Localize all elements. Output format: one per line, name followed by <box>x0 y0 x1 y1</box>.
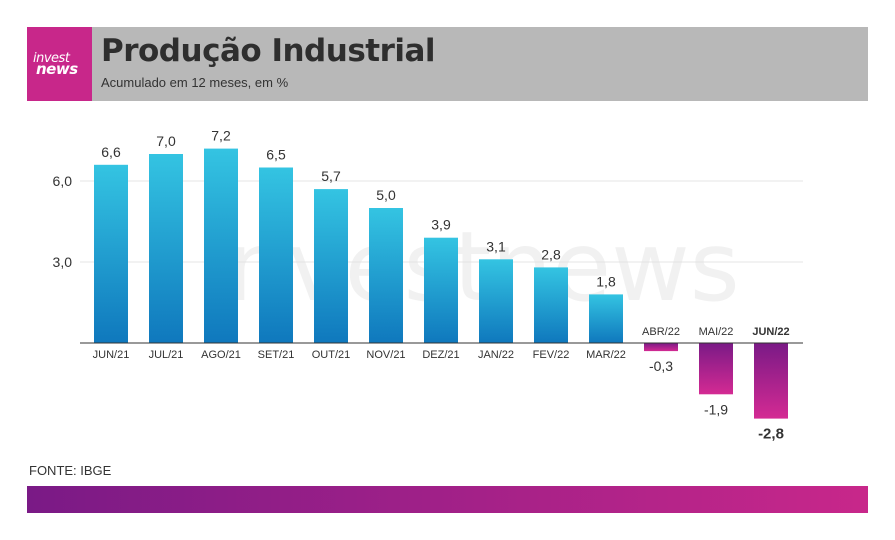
value-label: 2,8 <box>541 246 561 262</box>
category-label: FEV/22 <box>533 349 570 361</box>
bar <box>94 164 128 343</box>
bar <box>754 343 788 419</box>
bar <box>479 259 513 343</box>
value-label: 1,8 <box>596 273 616 289</box>
value-label: -1,9 <box>704 401 728 417</box>
value-label: 5,0 <box>376 187 396 203</box>
value-label: 5,7 <box>321 168 341 184</box>
chart-subtitle: Acumulado em 12 meses, em % <box>101 75 289 90</box>
bar <box>644 343 678 352</box>
bar <box>314 189 348 343</box>
value-label: 6,6 <box>101 144 121 160</box>
category-label: JUL/21 <box>149 349 184 361</box>
bar <box>589 294 623 343</box>
source-note: FONTE: IBGE <box>29 463 112 478</box>
value-label: 3,1 <box>486 238 506 254</box>
value-label: 3,9 <box>431 217 451 233</box>
value-label: 7,2 <box>211 128 231 144</box>
bar <box>534 267 568 343</box>
value-label: -0,3 <box>649 358 673 374</box>
footer-gradient-bar <box>27 486 868 513</box>
category-label: JAN/22 <box>478 349 514 361</box>
value-label: 6,5 <box>266 147 286 163</box>
category-label: NOV/21 <box>366 349 405 361</box>
category-label: MAR/22 <box>586 349 626 361</box>
category-label: JUN/21 <box>93 349 130 361</box>
category-label: AGO/21 <box>201 349 241 361</box>
bar <box>424 237 458 343</box>
bar <box>699 343 733 395</box>
bar <box>369 208 403 343</box>
category-label: JUN/22 <box>752 326 789 338</box>
bar <box>259 167 293 343</box>
category-label: DEZ/21 <box>422 349 459 361</box>
brand-logo: invest news <box>27 27 92 101</box>
y-tick-label: 6,0 <box>53 173 73 189</box>
category-label: OUT/21 <box>312 349 351 361</box>
logo-text-bottom: news <box>36 60 78 78</box>
chart-title: Produção Industrial <box>101 33 436 69</box>
category-label: SET/21 <box>258 349 295 361</box>
category-label: MAI/22 <box>699 326 734 338</box>
chart-header: invest news Produção Industrial Acumulad… <box>27 27 868 101</box>
bar <box>149 154 183 343</box>
category-label: ABR/22 <box>642 326 680 338</box>
bar <box>204 148 238 343</box>
value-label: -2,8 <box>758 426 784 443</box>
y-tick-label: 3,0 <box>53 254 73 270</box>
value-label: 7,0 <box>156 133 176 149</box>
logo-text-top: invest <box>33 51 70 66</box>
